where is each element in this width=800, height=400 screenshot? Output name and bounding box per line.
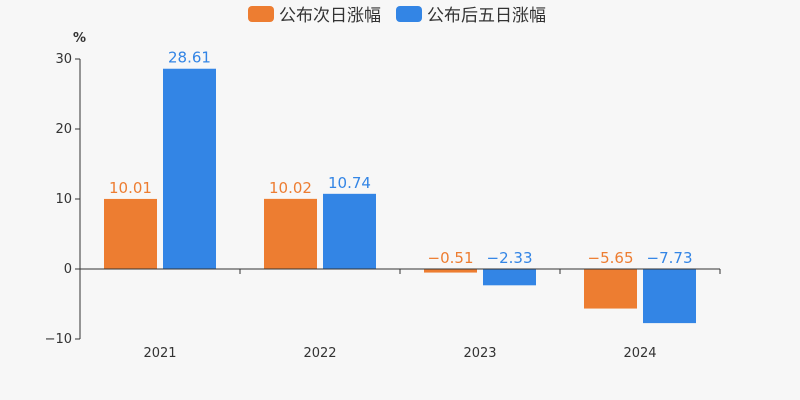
x-tick-label: 2022 xyxy=(303,346,336,361)
data-label: −5.65 xyxy=(588,249,634,267)
x-tick-label: 2021 xyxy=(143,346,176,361)
y-tick-label: 20 xyxy=(55,122,72,137)
data-label: 10.02 xyxy=(269,179,312,197)
data-label: 28.61 xyxy=(168,49,211,67)
data-label: −0.51 xyxy=(428,249,474,267)
y-axis-unit: % xyxy=(73,31,86,46)
legend: 公布次日涨幅 公布后五日涨幅 xyxy=(248,6,546,26)
y-tick-label: 10 xyxy=(55,192,72,207)
bar-five-day xyxy=(643,269,696,324)
bar-next-day xyxy=(424,269,477,273)
bar-five-day xyxy=(483,269,536,286)
bars: 10.01 28.61 10.02 10.74 −0.51 −2.33 −5.65 −7.73 xyxy=(104,49,696,324)
x-axis-ticks: 2021 2022 2023 2024 xyxy=(79,269,721,361)
legend-swatch-next-day xyxy=(248,6,274,22)
legend-swatch-five-day xyxy=(396,6,422,22)
y-tick-label: −10 xyxy=(45,332,72,347)
bar-next-day xyxy=(264,198,317,269)
y-tick-label: 30 xyxy=(55,52,72,67)
legend-label-next-day: 公布次日涨幅 xyxy=(279,6,381,26)
bar-next-day xyxy=(104,198,157,269)
x-tick-label: 2023 xyxy=(463,346,496,361)
legend-label-five-day: 公布后五日涨幅 xyxy=(427,6,546,26)
data-label: 10.01 xyxy=(109,179,152,197)
y-tick-label: 0 xyxy=(64,262,72,277)
y-axis-ticks: 30 20 10 0 −10 xyxy=(45,52,80,347)
data-label: −2.33 xyxy=(487,249,533,267)
bar-next-day xyxy=(584,269,637,309)
data-label: −7.73 xyxy=(647,249,693,267)
bar-five-day xyxy=(323,193,376,269)
bar-five-day xyxy=(163,68,216,269)
x-tick-label: 2024 xyxy=(623,346,656,361)
data-label: 10.74 xyxy=(328,174,371,192)
